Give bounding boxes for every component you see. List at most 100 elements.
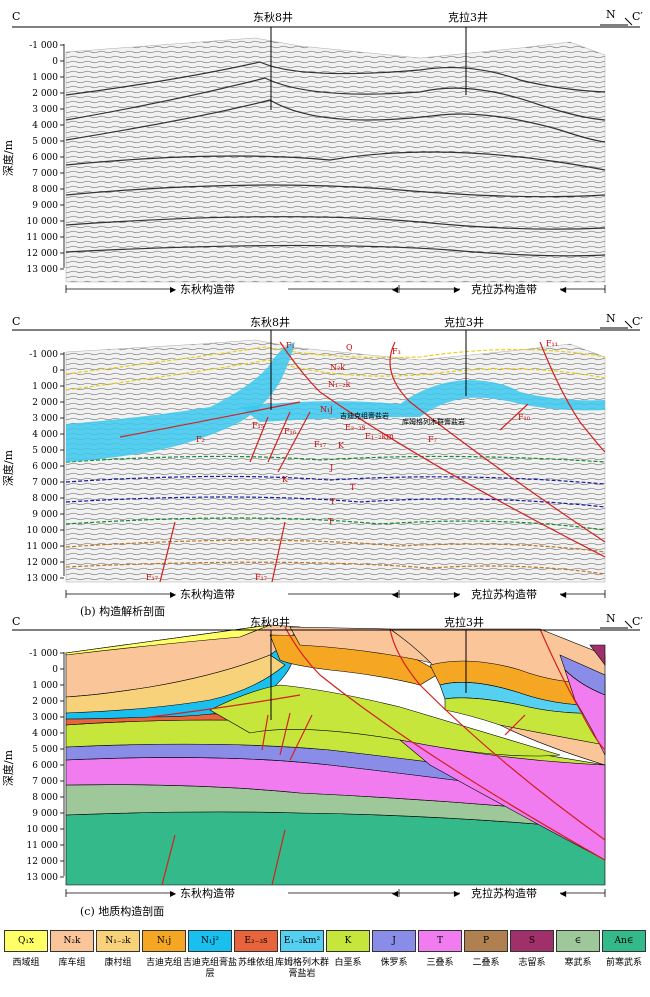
panel-a: -1 000 0 1 000 2 000 3 000 4 000 5 000 6 000 7 0… xyxy=(0,0,650,300)
legend-swatch: K xyxy=(326,930,370,952)
legend-label: 二叠系 xyxy=(472,958,500,968)
layer-kangcun xyxy=(65,654,286,714)
legend-swatch: E₁₋₂km² xyxy=(280,930,324,952)
panel-c-zone-2: 克拉苏构造带 xyxy=(471,887,537,900)
y-tick-label: 10 000 xyxy=(27,825,59,835)
label-E12km: E₁₋₂km xyxy=(365,432,394,441)
label-F7: F₇ xyxy=(428,435,437,444)
panel-b-svg: -1 000 0 1 000 2 000 3 000 4 000 5 000 6 000 7 0… xyxy=(12,320,640,599)
y-tick-label: 9 000 xyxy=(32,809,58,819)
y-axis-a: -1 000 0 1 000 2 000 3 000 4 000 5 000 6 000 7 0… xyxy=(27,41,65,275)
panel-c-zone-1: 东秋构造带 xyxy=(180,887,235,900)
panel-b-zone-1: 东秋构造带 xyxy=(180,588,235,601)
label-K1: K xyxy=(338,441,345,450)
y-tick-label: 1 000 xyxy=(32,382,58,392)
legend-label: 苏维依组 xyxy=(237,958,274,968)
panel-c-svg: -1 000 0 1 000 2 000 3 000 4 000 5 000 6 000 7 0… xyxy=(12,620,640,898)
panel-b-well-1: 东秋8井 xyxy=(250,316,290,329)
y-axis-b: -1 000 0 1 000 2 000 3 000 4 000 5 000 6 000 7 0… xyxy=(27,350,65,584)
label-F15: F₁₅ xyxy=(252,421,264,430)
panel-b-right-letter: C′ xyxy=(632,315,643,328)
y-tick-label: 4 000 xyxy=(32,729,58,739)
svg-text:◀: ◀ xyxy=(392,285,399,294)
y-tick-label: 11 000 xyxy=(27,542,59,552)
panel-c-ylabel: 深度/m xyxy=(2,749,16,787)
legend-label: 三叠系 xyxy=(426,958,454,968)
y-tick-label: 5 000 xyxy=(32,745,58,755)
y-tick-label: 7 000 xyxy=(32,169,58,179)
label-F11: F₁₁ xyxy=(546,339,558,348)
legend-swatch: T xyxy=(418,930,462,952)
legend-swatch: E₂₋₃s xyxy=(234,930,278,952)
legend-swatch: S xyxy=(510,930,554,952)
y-tick-label: 8 000 xyxy=(32,793,58,803)
panel-b-well-2: 克拉3井 xyxy=(444,316,484,329)
label-F2: F₂ xyxy=(196,435,205,444)
label-F1: F₁ xyxy=(286,341,295,350)
y-tick-label: 1 000 xyxy=(32,681,58,691)
label-jidike: 吉迪克组膏盐岩 xyxy=(340,411,389,420)
legend-swatch: N₁j xyxy=(142,930,186,952)
label-F16: F₁₆ xyxy=(284,427,296,436)
salt-body-jidike xyxy=(66,342,295,462)
label-N12k: N₁₋₂k xyxy=(328,380,351,389)
y-tick-label: 13 000 xyxy=(27,265,59,275)
y-tick-label: -1 000 xyxy=(29,41,58,51)
panel-a-ylabel: 深度/m xyxy=(2,139,16,177)
y-tick-label: 12 000 xyxy=(27,857,59,867)
legend-label: 前寒武系 xyxy=(605,958,642,968)
y-tick-label: 0 xyxy=(52,665,58,675)
y-tick-label: 3 000 xyxy=(32,713,58,723)
panel-a-svg: -1 000 0 1 000 2 000 3 000 4 000 5 000 6 000 7 0… xyxy=(12,17,640,294)
label-F3: F₃ xyxy=(392,347,401,356)
legend-swatch: J xyxy=(372,930,416,952)
y-tick-label: 13 000 xyxy=(27,574,59,584)
panel-a-north: N xyxy=(606,8,616,21)
y-tick-label: 1 000 xyxy=(32,73,58,83)
legend-label: 吉迪克组膏盐层 xyxy=(182,958,237,979)
legend-label: 库姆格列木群膏盐岩 xyxy=(274,958,329,979)
y-tick-label: 5 000 xyxy=(32,137,58,147)
y-tick-label: 10 000 xyxy=(27,217,59,227)
svg-text:◀: ◀ xyxy=(392,590,399,599)
panel-b-ylabel: 深度/m xyxy=(2,449,16,487)
legend: Q₁x 西域组 N₂k 库车组 N₁₋₂k 康村组 N₁j 吉迪克组 N₁j² 吉迪克组膏盐层 E₂… xyxy=(0,930,650,997)
layer-xiyu xyxy=(65,624,271,656)
legend-swatch: P xyxy=(464,930,508,952)
svg-text:◀: ◀ xyxy=(560,590,567,599)
panel-c-well-1: 东秋8井 xyxy=(250,616,290,629)
svg-text:◀: ◀ xyxy=(392,889,399,898)
zone-bar-a xyxy=(65,285,606,293)
svg-text:▶: ▶ xyxy=(170,590,177,599)
panel-a-right-letter: C′ xyxy=(632,10,643,23)
y-tick-label: 2 000 xyxy=(32,398,58,408)
panel-b-left-letter: C xyxy=(12,315,21,328)
panel-a-well-2: 克拉3井 xyxy=(448,11,488,24)
legend-label: 康村组 xyxy=(104,958,132,968)
legend-label: 侏罗系 xyxy=(380,958,408,968)
y-tick-label: -1 000 xyxy=(29,350,58,360)
svg-text:◀: ◀ xyxy=(560,889,567,898)
svg-text:▶: ▶ xyxy=(454,590,461,599)
seismic-section-a xyxy=(65,37,606,283)
svg-text:▶: ▶ xyxy=(454,889,461,898)
panel-b-zone-2: 克拉苏构造带 xyxy=(471,588,537,601)
panel-a-left-letter: C xyxy=(12,10,21,23)
y-tick-label: 13 000 xyxy=(27,873,59,883)
panel-a-zone-1: 东秋构造带 xyxy=(180,283,235,296)
legend-label: 志留系 xyxy=(518,958,546,968)
panel-c-caption: (c) 地质构造剖面 xyxy=(80,905,165,918)
y-tick-label: 7 000 xyxy=(32,777,58,787)
y-tick-label: 4 000 xyxy=(32,430,58,440)
faults-b xyxy=(119,341,606,583)
label-F17b: F₁₇ xyxy=(146,573,158,582)
y-tick-label: 8 000 xyxy=(32,185,58,195)
y-tick-label: 0 xyxy=(52,57,58,67)
y-tick-label: 9 000 xyxy=(32,510,58,520)
legend-label: 库车组 xyxy=(58,958,86,968)
y-tick-label: 8 000 xyxy=(32,494,58,504)
label-T3: T xyxy=(328,517,334,526)
y-tick-label: 6 000 xyxy=(32,153,58,163)
panel-c-well-2: 克拉3井 xyxy=(444,616,484,629)
label-K2: K xyxy=(282,475,289,484)
